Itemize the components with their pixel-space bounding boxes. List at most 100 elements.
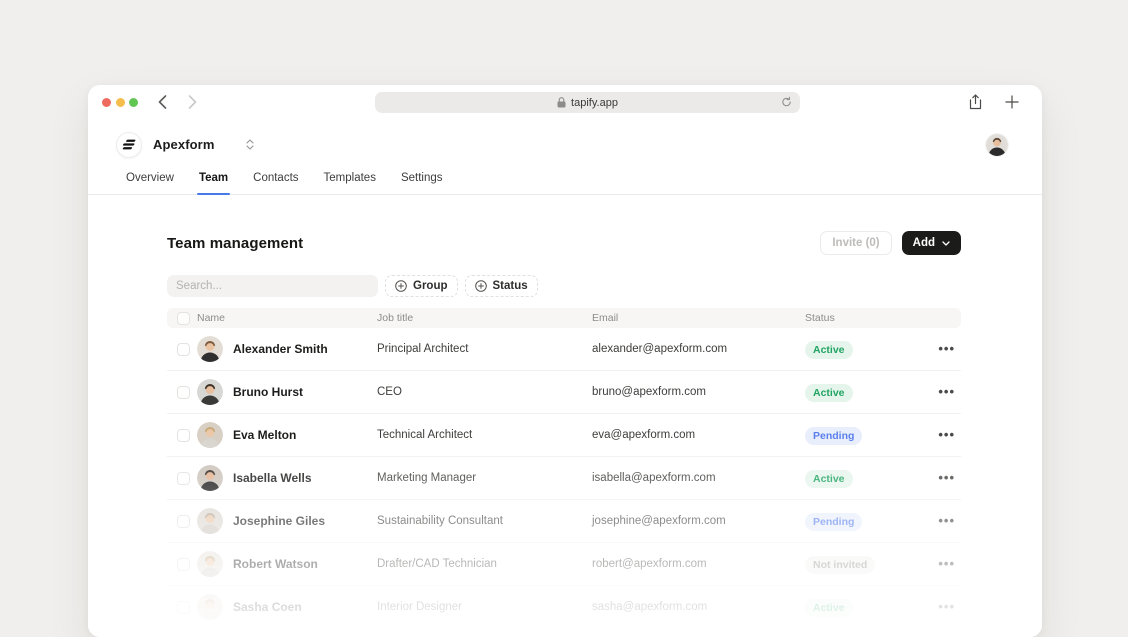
tab-contacts[interactable]: Contacts xyxy=(253,172,299,184)
member-avatar xyxy=(197,465,223,491)
page-title: Team management xyxy=(167,234,304,252)
url-text: tapify.app xyxy=(571,96,618,109)
chevron-down-icon xyxy=(246,145,255,150)
member-name: Josephine Giles xyxy=(233,514,326,528)
row-menu-button[interactable]: ••• xyxy=(938,513,955,528)
member-name: Isabella Wells xyxy=(233,471,312,485)
member-email: eva@apexform.com xyxy=(592,429,696,441)
share-button[interactable] xyxy=(969,94,982,110)
refresh-button[interactable] xyxy=(781,96,792,108)
row-checkbox[interactable] xyxy=(177,342,190,356)
minimize-window-button[interactable] xyxy=(115,98,125,107)
main-content: Team management Invite (0) Add Group Sta… xyxy=(88,231,1042,629)
tab-team[interactable]: Team xyxy=(196,170,231,195)
select-all-checkbox[interactable] xyxy=(177,311,190,325)
tab-templates[interactable]: Templates xyxy=(323,172,376,184)
member-avatar xyxy=(197,508,223,534)
search-input[interactable] xyxy=(167,275,378,297)
chevron-up-icon xyxy=(246,139,255,144)
refresh-icon xyxy=(782,96,791,107)
member-avatar xyxy=(197,594,223,620)
table-row[interactable]: Eva Melton Technical Architect eva@apexf… xyxy=(167,414,961,457)
member-name: Alexander Smith xyxy=(233,342,328,356)
column-header-email: Email xyxy=(592,312,619,324)
member-email: alexander@apexform.com xyxy=(592,343,728,355)
row-menu-button[interactable]: ••• xyxy=(938,599,955,614)
row-menu-button[interactable]: ••• xyxy=(938,384,955,399)
table-row[interactable]: Alexander Smith Principal Architect alex… xyxy=(167,328,961,371)
plus-circle-icon xyxy=(474,280,487,292)
row-menu-button[interactable]: ••• xyxy=(938,470,955,485)
status-badge: Pending xyxy=(805,426,863,445)
workspace-name: Apexform xyxy=(153,137,215,152)
status-badge: Active xyxy=(805,340,853,359)
member-name: Bruno Hurst xyxy=(233,385,303,399)
table-header: Name Job title Email Status xyxy=(167,308,961,328)
zoom-window-button[interactable] xyxy=(129,98,138,107)
table-body: Alexander Smith Principal Architect alex… xyxy=(167,328,961,629)
add-button[interactable]: Add xyxy=(901,231,961,255)
member-email: robert@apexform.com xyxy=(592,558,707,570)
member-job-title: Sustainability Consultant xyxy=(377,515,503,527)
tab-overview[interactable]: Overview xyxy=(126,172,174,184)
table-row[interactable]: Isabella Wells Marketing Manager isabell… xyxy=(167,457,961,500)
member-name: Robert Watson xyxy=(233,557,318,571)
status-badge: Not invited xyxy=(805,555,876,574)
status-filter-button[interactable]: Status xyxy=(464,275,538,297)
group-filter-label: Group xyxy=(413,280,448,292)
table-row[interactable]: Robert Watson Drafter/CAD Technician rob… xyxy=(167,543,961,586)
browser-window: tapify.app Apexform xyxy=(88,85,1042,637)
status-badge: Active xyxy=(805,383,853,402)
chevron-down-icon xyxy=(942,240,950,246)
new-tab-button[interactable] xyxy=(1005,95,1019,109)
table-row[interactable]: Sasha Coen Interior Designer sasha@apexf… xyxy=(167,586,961,629)
back-button[interactable] xyxy=(154,94,170,110)
status-badge: Active xyxy=(805,469,853,488)
forward-button[interactable] xyxy=(184,94,200,110)
tab-bar: Overview Team Contacts Templates Setting… xyxy=(88,170,1042,195)
column-header-name: Name xyxy=(197,312,226,324)
row-menu-button[interactable]: ••• xyxy=(938,341,955,356)
member-email: sasha@apexform.com xyxy=(592,601,708,613)
workspace-switcher[interactable] xyxy=(246,139,255,150)
member-email: bruno@apexform.com xyxy=(592,386,706,398)
row-menu-button[interactable]: ••• xyxy=(938,556,955,571)
member-email: josephine@apexform.com xyxy=(592,515,726,527)
chevron-left-icon xyxy=(158,95,166,109)
column-header-status: Status xyxy=(805,312,835,324)
brand-logo xyxy=(116,131,142,158)
user-avatar[interactable] xyxy=(986,133,1008,156)
row-checkbox[interactable] xyxy=(177,385,190,399)
status-badge: Pending xyxy=(805,512,863,531)
member-job-title: Interior Designer xyxy=(377,601,463,613)
close-window-button[interactable] xyxy=(102,98,111,107)
row-checkbox[interactable] xyxy=(177,471,190,485)
share-icon xyxy=(969,94,982,110)
lock-icon xyxy=(557,97,566,108)
apexform-logo-icon xyxy=(122,139,135,150)
tab-settings[interactable]: Settings xyxy=(400,172,443,184)
member-job-title: Principal Architect xyxy=(377,343,469,355)
row-checkbox[interactable] xyxy=(177,557,190,571)
row-checkbox[interactable] xyxy=(177,514,190,528)
member-avatar xyxy=(197,551,223,577)
table-row[interactable]: Bruno Hurst CEO bruno@apexform.com Activ… xyxy=(167,371,961,414)
member-avatar xyxy=(197,379,223,405)
row-menu-button[interactable]: ••• xyxy=(938,427,955,442)
add-button-label: Add xyxy=(912,237,935,249)
table-row[interactable]: Josephine Giles Sustainability Consultan… xyxy=(167,500,961,543)
invite-button[interactable]: Invite (0) xyxy=(820,231,892,255)
browser-toolbar: tapify.app xyxy=(88,85,1042,119)
row-checkbox[interactable] xyxy=(177,428,190,442)
team-table: Name Job title Email Status Alexander Sm… xyxy=(167,308,961,629)
plus-circle-icon xyxy=(395,280,407,292)
traffic-lights xyxy=(102,98,138,107)
url-bar[interactable]: tapify.app xyxy=(375,92,800,113)
group-filter-button[interactable]: Group xyxy=(385,275,458,297)
member-avatar xyxy=(197,422,223,448)
user-photo xyxy=(986,133,1008,156)
plus-icon xyxy=(1005,95,1019,109)
row-checkbox[interactable] xyxy=(177,600,190,614)
member-email: isabella@apexform.com xyxy=(592,472,716,484)
member-avatar xyxy=(197,336,223,362)
